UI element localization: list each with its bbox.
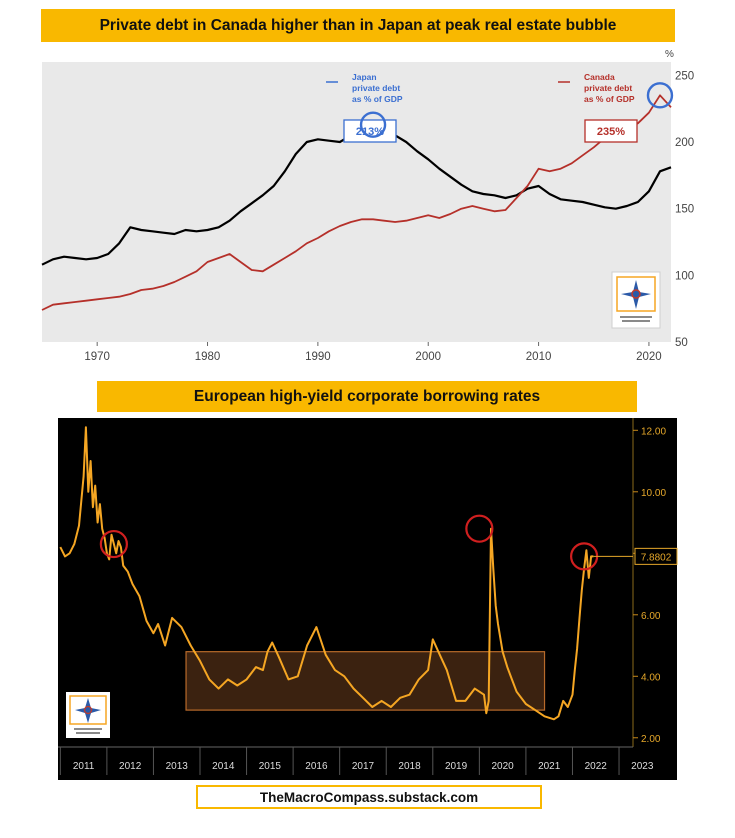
x-tick-label: 2016: [305, 761, 328, 772]
x-tick-label: 2012: [119, 761, 142, 772]
x-tick-label: 1980: [195, 351, 221, 363]
x-tick-label: 2017: [352, 761, 375, 772]
x-tick-label: 1990: [305, 351, 331, 363]
y-tick-label: 50: [675, 337, 688, 349]
peak-highlight-circle: [646, 82, 674, 109]
last-value-box: [634, 547, 678, 565]
chart1-plot-area: [42, 62, 671, 342]
y-tick-label: 250: [675, 70, 694, 82]
legend-label: private debt: [584, 83, 632, 93]
chart1-title-banner: Private debt in Canada higher than in Ja…: [41, 9, 675, 42]
y-tick-label: 6.00: [641, 611, 661, 622]
y-tick-label: 200: [675, 137, 694, 149]
macrocompass-logo-icon: [611, 271, 661, 329]
x-tick-label: 2022: [585, 761, 608, 772]
x-tick-label: 2021: [538, 761, 561, 772]
peak-highlight-circle: [359, 111, 387, 138]
chart2-background: [58, 418, 677, 780]
x-tick-label: 2020: [492, 761, 515, 772]
x-tick-label: 2018: [398, 761, 421, 772]
legend-label: Canada: [584, 72, 615, 82]
footer-text: TheMacroCompass.substack.com: [259, 789, 479, 805]
canada-debt-line: [41, 94, 672, 311]
x-tick-label: 2019: [445, 761, 468, 772]
x-tick-label: 2011: [73, 761, 95, 772]
legend-label: as % of GDP: [352, 94, 403, 104]
x-tick-label: 1970: [84, 351, 110, 363]
y-tick-label: 10.00: [641, 488, 666, 499]
chart1-title: Private debt in Canada higher than in Ja…: [99, 16, 617, 34]
y-tick-label: 100: [675, 270, 694, 282]
annotation-box: [584, 119, 638, 143]
substack-footer: TheMacroCompass.substack.com: [196, 785, 542, 809]
x-tick-label: 2013: [166, 761, 189, 772]
x-tick-label: 2015: [259, 761, 282, 772]
last-value-label: 7.8802: [641, 552, 672, 563]
y-tick-label: 150: [675, 204, 694, 216]
x-tick-label: 2014: [212, 761, 235, 772]
macrocompass-logo-icon: [66, 692, 110, 738]
chart2-title-banner: European high-yield corporate borrowing …: [97, 381, 637, 412]
annotation-box: [343, 119, 397, 143]
annotation-label: 235%: [597, 126, 625, 138]
legend-label: as % of GDP: [584, 94, 635, 104]
y-tick-label: 4.00: [641, 672, 661, 683]
chart2-title: European high-yield corporate borrowing …: [193, 387, 541, 405]
japan-canada-debt-chart: % 1970 1980 1990 2000 2010 2020 50 100 150 200 25…: [41, 49, 694, 363]
x-tick-label: 2023: [631, 761, 654, 772]
chart1-unit-label: %: [665, 49, 674, 60]
x-tick-label: 2010: [526, 351, 552, 363]
spike-highlight-circle: [99, 529, 128, 559]
y-tick-label: 2.00: [641, 734, 661, 745]
x-tick-label: 2000: [415, 351, 441, 363]
legend-label: Japan: [352, 72, 377, 82]
x-tick-label: 2020: [636, 351, 662, 363]
y-tick-label: 12.00: [641, 426, 666, 437]
spike-highlight-circle: [465, 514, 494, 543]
legend-label: private debt: [352, 83, 400, 93]
